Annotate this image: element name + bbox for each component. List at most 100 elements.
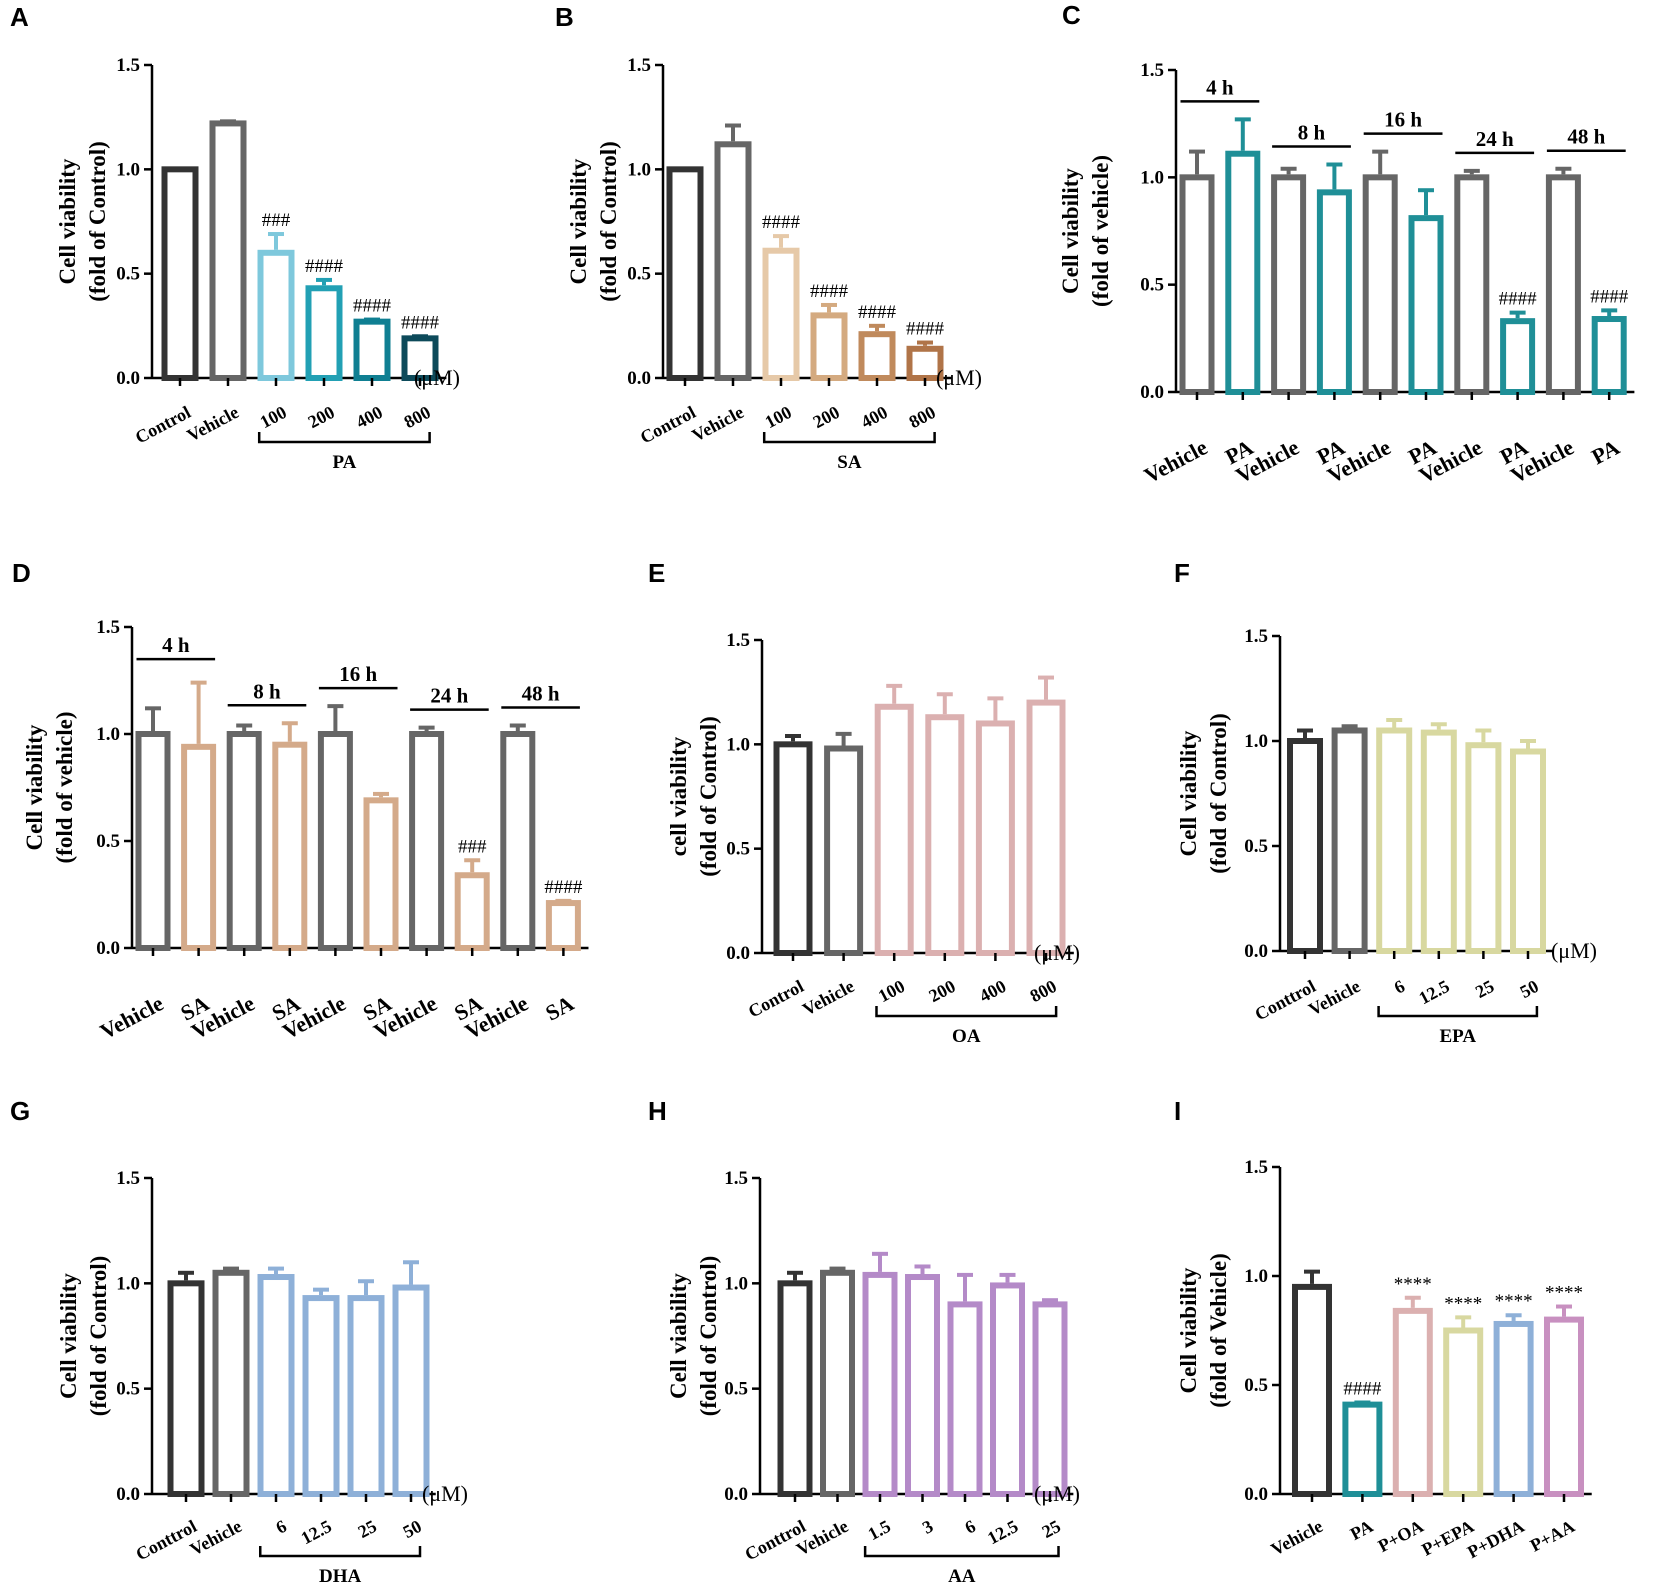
bar (1225, 150, 1261, 395)
y-tick-label: 0.5 (96, 831, 120, 852)
bar (1331, 727, 1368, 954)
bar (1179, 174, 1215, 395)
unit-label: (μM) (422, 1481, 468, 1506)
y-tick-label: 0.0 (627, 368, 651, 389)
category-label: 400 (353, 402, 386, 432)
category-label: 6 (962, 1516, 979, 1538)
significance-label: **** (1495, 1291, 1533, 1312)
significance-label: ### (458, 836, 487, 857)
bar (762, 247, 800, 381)
panel-letter: F (1174, 558, 1190, 588)
timepoint-label: 4 h (162, 633, 190, 657)
bar (409, 731, 445, 951)
y-axis-label: Cell viability (fold of vehicle) (1058, 155, 1113, 307)
category-label: 12.5 (984, 1516, 1021, 1548)
group-label: DHA (319, 1566, 362, 1583)
category-label: P+OA (1375, 1516, 1427, 1556)
bar (392, 1284, 430, 1497)
y-axis-label-line: Cell viability (56, 1273, 81, 1399)
significance-label: #### (1499, 289, 1538, 310)
category-label: 25 (355, 1516, 380, 1542)
y-tick-label: 0.5 (1244, 836, 1268, 857)
category-label: P+DHA (1464, 1516, 1527, 1562)
bar (1316, 189, 1352, 395)
y-axis-label-line: (fold of Control) (696, 716, 721, 877)
bar (317, 731, 353, 951)
bar (820, 1269, 855, 1498)
significance-label: #### (810, 281, 849, 302)
bar (810, 312, 848, 381)
bar (905, 1274, 940, 1497)
y-tick-label: 1.0 (1244, 731, 1268, 752)
category-label: 6 (273, 1516, 290, 1538)
category-label: 6 (1391, 976, 1408, 998)
bar (1271, 174, 1307, 395)
y-tick-label: 0.0 (726, 943, 750, 964)
significance-label: #### (353, 296, 392, 317)
timepoint-label: 16 h (339, 662, 377, 686)
bar (363, 797, 399, 952)
y-tick-label: 1.0 (1140, 167, 1164, 188)
significance-label: #### (1590, 286, 1629, 307)
bar (1292, 1283, 1332, 1498)
group-label: EPA (1439, 1026, 1476, 1047)
category-label: P+AA (1527, 1516, 1578, 1556)
chart-panel-h: H 0.0 0.5 1.0 1.5 Cell viability (fold of Cont… (648, 1096, 1080, 1583)
y-axis-label-line: (fold of Control) (1206, 713, 1231, 874)
bar (925, 714, 965, 956)
y-tick-label: 0.0 (1244, 941, 1268, 962)
bar (858, 331, 896, 381)
y-tick-label: 1.0 (724, 1273, 748, 1294)
y-axis-label-line: (fold of vehicle) (1088, 155, 1113, 307)
category-label: Vehicle (96, 990, 168, 1044)
y-tick-label: 0.0 (1140, 382, 1164, 403)
y-axis-label-line: Cell viability (1176, 730, 1201, 856)
y-axis-label: Cell viability (fold of Control) (1176, 713, 1231, 874)
bar (1443, 1327, 1484, 1497)
category-label: SA (541, 990, 578, 1025)
bar (226, 731, 262, 951)
bar (347, 1295, 385, 1497)
group-label: SA (837, 452, 862, 473)
timepoint-label: 24 h (430, 684, 468, 708)
y-tick-label: 0.5 (1140, 275, 1164, 296)
unit-label: (μM) (1034, 940, 1080, 965)
category-label: PA (1587, 434, 1623, 469)
y-tick-label: 1.5 (724, 1168, 748, 1189)
y-tick-label: 1.5 (1244, 626, 1268, 647)
category-label: 12.5 (298, 1516, 335, 1548)
significance-label: **** (1444, 1293, 1482, 1314)
bar (161, 166, 199, 381)
panel-letter: A (10, 2, 29, 32)
y-axis-label: Cell viability (fold of Vehicle) (1176, 1253, 1231, 1408)
category-label: Vehicle (1140, 434, 1212, 488)
y-tick-label: 0.5 (627, 264, 651, 285)
category-label: 100 (762, 402, 795, 432)
bar (1026, 699, 1066, 956)
y-tick-label: 1.5 (1244, 1157, 1268, 1178)
chart-panel-e: E 0.0 0.5 1.0 1.5 cell viability (fold of Cont… (648, 558, 1080, 1047)
y-axis-label: Cell viability (fold of Control) (55, 141, 110, 302)
timepoint-label: 24 h (1476, 127, 1514, 151)
bar (777, 1280, 813, 1498)
bar (181, 743, 217, 952)
category-label: Control (132, 402, 194, 448)
category-label: 25 (1472, 976, 1497, 1002)
chart-panel-c: C 0.0 0.5 1.0 1.5 Cell viability (fold of vehi… (1058, 0, 1635, 488)
y-axis-label-line: (fold of Control) (696, 1256, 721, 1417)
y-tick-label: 1.5 (116, 1168, 140, 1189)
timepoint-label: 8 h (253, 679, 281, 703)
y-tick-label: 1.0 (96, 724, 120, 745)
bar (1500, 318, 1536, 395)
bar (257, 1274, 295, 1497)
bar (1454, 174, 1490, 395)
bar (1376, 727, 1413, 954)
y-axis-label-line: (fold of Control) (85, 141, 110, 302)
category-label: 200 (305, 402, 338, 432)
y-tick-label: 1.5 (116, 55, 140, 76)
significance-label: #### (544, 877, 583, 898)
y-tick-label: 1.0 (116, 159, 140, 180)
y-tick-label: 0.0 (724, 1484, 748, 1505)
chart-panel-a: A 0.0 0.5 1.0 1.5 Cell viability (fold of Cont… (10, 2, 460, 473)
bar (666, 166, 704, 381)
